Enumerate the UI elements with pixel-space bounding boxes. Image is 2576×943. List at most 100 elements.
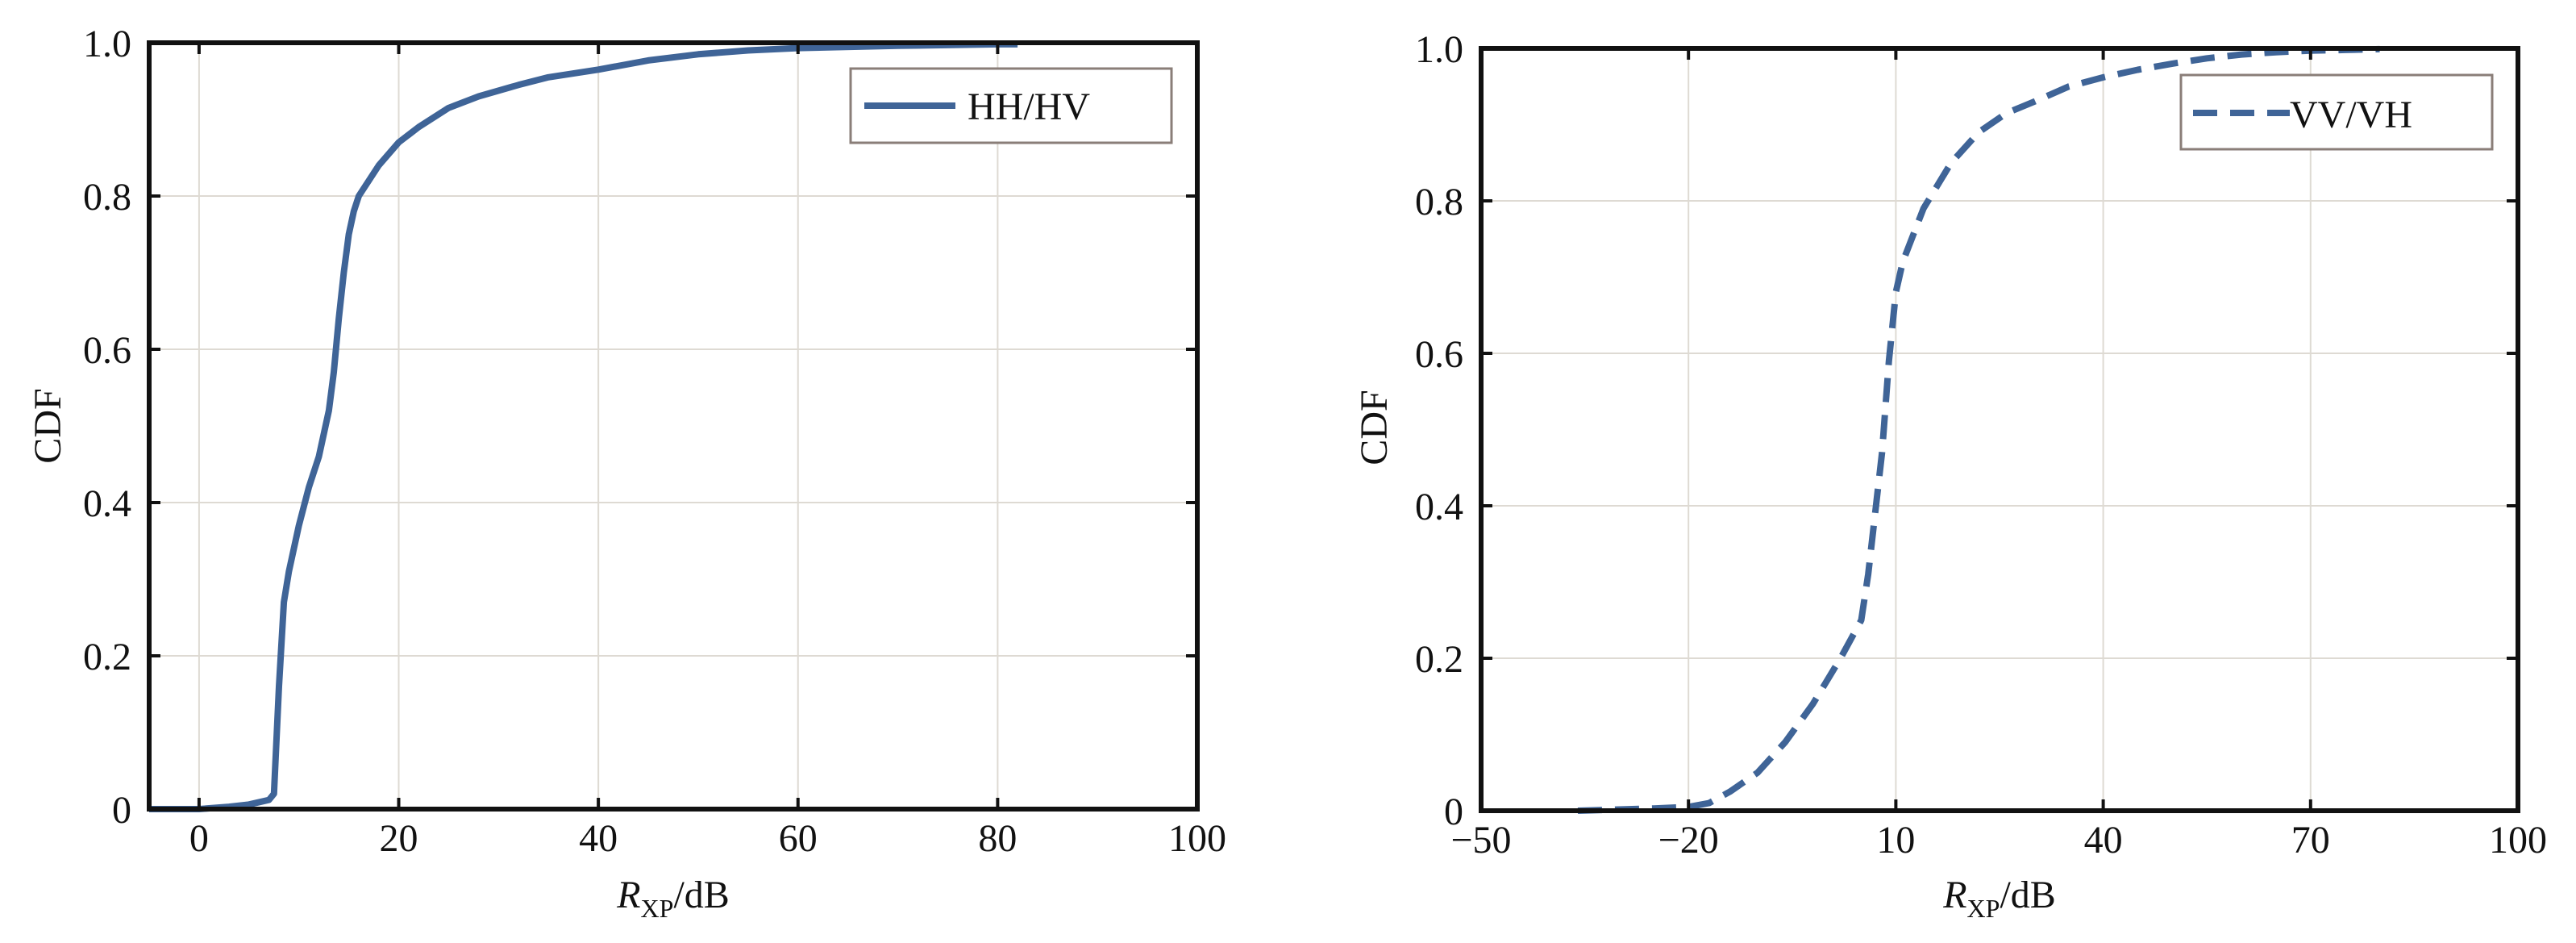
right-series-point bbox=[1755, 770, 1760, 775]
left-series-point bbox=[516, 82, 521, 87]
left-series-point bbox=[416, 125, 421, 130]
left-ticks bbox=[149, 41, 1199, 811]
right-y-tick-label: 0.4 bbox=[1415, 486, 1463, 528]
right-series-point bbox=[1879, 450, 1884, 455]
left-x-tick-label: 80 bbox=[978, 817, 1017, 860]
right-series-point bbox=[2066, 84, 2071, 89]
left-plot-frame bbox=[147, 40, 1200, 812]
right-series-point bbox=[1859, 618, 1864, 623]
left-x-axis-label: RXP/dB bbox=[616, 874, 730, 923]
left-series-point bbox=[646, 58, 651, 63]
right-series-point bbox=[1949, 161, 1954, 165]
right-series-point bbox=[2032, 99, 2037, 104]
right-x-tick-label: −50 bbox=[1450, 819, 1511, 862]
right-series-point bbox=[2170, 61, 2174, 66]
left-y-tick-label: 1.0 bbox=[83, 23, 131, 65]
left-series-point bbox=[317, 454, 322, 459]
right-x-axis-unit: /dB bbox=[2000, 874, 2055, 916]
right-plot-frame bbox=[1479, 46, 2520, 813]
left-series-point bbox=[297, 524, 302, 528]
left-series-point bbox=[277, 684, 281, 689]
left-x-axis-symbol: R bbox=[616, 874, 640, 916]
right-grid bbox=[1480, 48, 2519, 812]
right-series-point bbox=[2239, 52, 2244, 57]
right-plot-area bbox=[1481, 48, 2518, 811]
left-series-point bbox=[746, 48, 751, 53]
left-series-point bbox=[341, 270, 346, 275]
left-y-tick-label: 0 bbox=[112, 789, 131, 832]
left-y-tick-label: 0.2 bbox=[83, 636, 131, 678]
left-y-tick-label: 0.4 bbox=[83, 482, 131, 525]
left-series-point bbox=[696, 52, 701, 56]
left-series-line-0 bbox=[149, 40, 1018, 812]
left-series-point bbox=[281, 600, 286, 605]
left-series-point bbox=[267, 798, 272, 803]
left-x-tick-label: 20 bbox=[380, 817, 418, 860]
right-legend-label: VV/VH bbox=[2290, 94, 2412, 136]
right-series-point bbox=[1900, 260, 1905, 265]
left-series-layer bbox=[149, 40, 1018, 812]
right-x-tick-label: 10 bbox=[1876, 819, 1915, 862]
left-series-point bbox=[247, 802, 252, 807]
right-series-point bbox=[1887, 359, 1891, 364]
left-series-point bbox=[352, 209, 356, 214]
right-series-point bbox=[1976, 130, 1981, 135]
left-plot-area bbox=[149, 43, 1197, 809]
left-x-tick-label: 0 bbox=[189, 817, 209, 860]
right-x-tick-label: 70 bbox=[2291, 819, 2330, 862]
right-series-point bbox=[2204, 56, 2209, 61]
right-tick-labels: −50 −20 10 40 70 100 0 0.2 0.4 0.6 0.8 1.0 bbox=[1415, 28, 2547, 862]
right-y-tick-label: 0.8 bbox=[1415, 181, 1463, 223]
right-series-point bbox=[1728, 789, 1733, 794]
left-series-point bbox=[336, 316, 341, 321]
left-series-point bbox=[446, 106, 451, 111]
right-y-axis-label: CDF bbox=[1353, 390, 1396, 465]
left-x-axis-subscript: XP bbox=[641, 894, 674, 923]
right-series-point bbox=[1707, 801, 1712, 806]
left-tick-labels: 0 20 40 60 80 100 0 0.2 0.4 0.6 0.8 1.0 bbox=[83, 23, 1226, 860]
left-y-axis-label: CDF bbox=[27, 388, 69, 463]
right-series-line-0 bbox=[1577, 45, 2380, 814]
right-y-tick-label: 0.6 bbox=[1415, 333, 1463, 376]
left-series-point bbox=[377, 163, 381, 168]
right-y-tick-label: 1.0 bbox=[1415, 28, 1463, 71]
right-series-point bbox=[1921, 206, 1926, 211]
right-series-point bbox=[1783, 740, 1787, 745]
left-series-point bbox=[286, 570, 291, 574]
left-series-point bbox=[476, 94, 481, 99]
right-x-axis-symbol: R bbox=[1942, 874, 1966, 916]
left-series-point bbox=[327, 408, 331, 413]
right-x-tick-label: 40 bbox=[2084, 819, 2123, 862]
left-series-point bbox=[397, 140, 402, 145]
right-x-tick-label: 100 bbox=[2489, 819, 2547, 862]
right-series-point bbox=[1866, 572, 1871, 577]
left-series-point bbox=[546, 75, 551, 80]
left-series-point bbox=[306, 485, 311, 490]
left-x-tick-label: 40 bbox=[579, 817, 618, 860]
right-y-tick-label: 0.2 bbox=[1415, 638, 1463, 681]
left-series-point bbox=[596, 67, 601, 72]
left-legend: HH/HV bbox=[849, 67, 1173, 144]
right-series-point bbox=[2136, 68, 2141, 73]
left-x-axis-unit: /dB bbox=[673, 874, 729, 916]
right-chart-panel: −50 −20 10 40 70 100 0 0.2 0.4 0.6 0.8 1.0 CDF RXP/… bbox=[1353, 28, 2547, 923]
left-series-point bbox=[272, 791, 277, 796]
right-legend: VV/VH bbox=[2179, 73, 2494, 151]
right-series-point bbox=[1811, 702, 1816, 707]
left-series-point bbox=[347, 232, 352, 237]
left-legend-label: HH/HV bbox=[968, 86, 1090, 128]
left-series-point bbox=[331, 370, 336, 375]
right-ticks bbox=[1479, 47, 2520, 812]
left-y-tick-label: 0.8 bbox=[83, 176, 131, 219]
right-x-tick-label: −20 bbox=[1658, 819, 1719, 862]
left-series-point bbox=[356, 194, 361, 198]
right-x-axis-label: RXP/dB bbox=[1942, 874, 2056, 923]
left-y-tick-label: 0.6 bbox=[83, 329, 131, 372]
right-x-axis-subscript: XP bbox=[1967, 894, 2000, 923]
right-series-point bbox=[1873, 511, 1878, 516]
right-series-point bbox=[1838, 656, 1843, 661]
right-series-point bbox=[1893, 290, 1898, 294]
right-series-point bbox=[2004, 111, 2009, 115]
